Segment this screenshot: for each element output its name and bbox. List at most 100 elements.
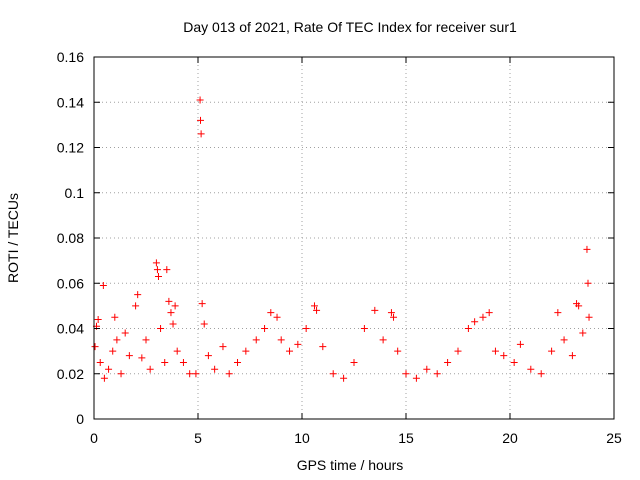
data-point xyxy=(204,352,212,360)
data-point xyxy=(500,352,508,360)
data-point xyxy=(99,282,107,290)
data-point xyxy=(294,340,302,348)
data-point xyxy=(584,279,592,287)
data-point xyxy=(198,300,206,308)
data-point xyxy=(153,266,161,274)
data-point xyxy=(152,259,160,267)
data-point xyxy=(387,309,395,317)
data-point xyxy=(196,116,204,124)
data-point xyxy=(105,365,113,373)
y-tick-label: 0.02 xyxy=(57,366,84,382)
data-point xyxy=(234,358,242,366)
data-point xyxy=(157,325,165,332)
y-tick-label: 0.14 xyxy=(57,94,84,110)
data-point xyxy=(173,347,181,355)
data-point xyxy=(125,352,133,360)
data-point xyxy=(444,358,452,366)
data-point xyxy=(516,340,524,348)
data-point xyxy=(96,358,104,366)
data-marks xyxy=(91,96,593,382)
data-point xyxy=(94,315,102,323)
y-tick-label: 0.1 xyxy=(65,185,85,201)
data-point xyxy=(548,347,556,355)
data-point xyxy=(579,329,587,337)
data-point xyxy=(394,347,402,355)
y-tick-label: 0.16 xyxy=(57,49,84,65)
y-tick-label: 0.04 xyxy=(57,321,84,337)
data-point xyxy=(219,343,227,351)
data-point xyxy=(554,309,562,317)
axis-ticks xyxy=(93,56,615,420)
x-tick-label: 25 xyxy=(606,430,622,446)
data-point xyxy=(302,325,310,332)
data-point xyxy=(186,370,194,378)
data-point xyxy=(171,302,179,310)
data-point xyxy=(379,336,387,344)
y-tick-label: 0.12 xyxy=(57,140,84,156)
data-point xyxy=(192,370,200,378)
data-point xyxy=(423,365,431,373)
x-tick-label: 0 xyxy=(90,430,98,446)
data-point xyxy=(134,291,142,299)
data-point xyxy=(197,130,205,138)
data-point xyxy=(167,309,175,317)
data-point xyxy=(360,325,368,332)
data-point xyxy=(527,365,535,373)
data-point xyxy=(165,297,173,305)
data-point xyxy=(146,365,154,373)
data-point xyxy=(537,370,545,378)
data-point xyxy=(100,374,108,382)
x-tick-label: 15 xyxy=(398,430,414,446)
data-point xyxy=(109,347,117,355)
data-point xyxy=(350,358,358,366)
x-tick-label: 5 xyxy=(194,430,202,446)
data-point xyxy=(433,370,441,378)
data-point xyxy=(273,313,281,321)
data-point xyxy=(121,329,129,337)
data-point xyxy=(154,272,162,280)
data-point xyxy=(575,302,583,310)
x-tick-label: 20 xyxy=(502,430,518,446)
data-point xyxy=(117,370,125,378)
data-point xyxy=(329,370,337,378)
data-point xyxy=(161,358,169,366)
data-point xyxy=(340,374,348,382)
chart-title: Day 013 of 2021, Rate Of TEC Index for r… xyxy=(183,19,517,35)
data-point xyxy=(510,358,518,366)
data-point xyxy=(560,336,568,344)
data-point xyxy=(242,347,250,355)
data-point xyxy=(319,343,327,351)
data-point xyxy=(371,306,379,314)
data-point xyxy=(471,318,479,326)
data-point xyxy=(583,245,591,253)
tick-labels: 0 5 10 15 20 25 0 0.02 0.04 0.06 0.08 0.1 0.12 0.14 0.… xyxy=(57,49,622,446)
data-point xyxy=(91,343,99,351)
data-point xyxy=(464,325,472,332)
data-point xyxy=(261,325,269,332)
data-point xyxy=(267,309,275,317)
y-tick-label: 0 xyxy=(76,411,84,427)
data-point xyxy=(138,354,146,362)
x-tick-label: 10 xyxy=(294,430,310,446)
data-point xyxy=(252,336,260,344)
data-point xyxy=(568,352,576,360)
data-point xyxy=(454,347,462,355)
data-point xyxy=(313,306,321,314)
data-point xyxy=(132,302,140,310)
y-tick-label: 0.06 xyxy=(57,275,84,291)
data-point xyxy=(113,336,121,344)
data-point xyxy=(163,266,171,274)
data-point xyxy=(479,313,487,321)
data-point xyxy=(485,309,493,317)
data-point xyxy=(111,313,119,321)
data-point xyxy=(200,320,208,328)
data-point xyxy=(196,96,204,104)
data-point xyxy=(225,370,233,378)
data-point xyxy=(142,336,150,344)
data-point xyxy=(310,302,318,310)
data-point xyxy=(491,347,499,355)
y-axis-label: ROTI / TECUs xyxy=(5,193,21,283)
data-point xyxy=(211,365,219,373)
data-point xyxy=(412,374,420,382)
